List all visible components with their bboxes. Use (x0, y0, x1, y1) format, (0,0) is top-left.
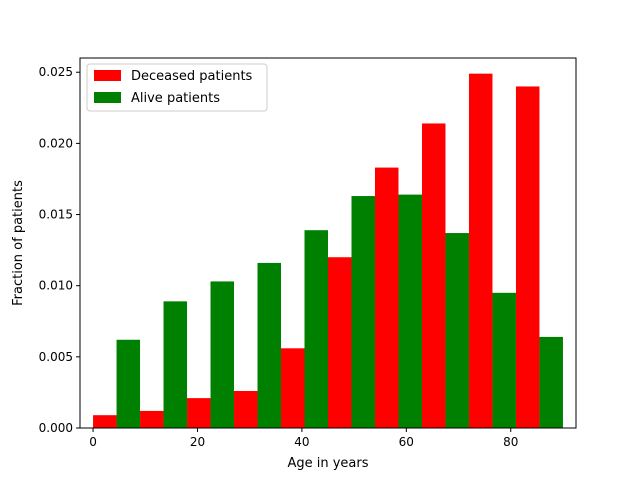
legend: Deceased patients Alive patients (86, 63, 268, 112)
bar-alive-5 (351, 196, 375, 428)
bar-alive-2 (210, 281, 235, 428)
bar-deceased-5 (328, 257, 352, 428)
bar-deceased-6 (374, 167, 399, 429)
bar-deceased-1 (140, 410, 164, 428)
bar-deceased-0 (93, 415, 117, 428)
y-tick-label: 0.000 (39, 421, 73, 435)
legend-swatch-deceased (94, 70, 121, 81)
bar-deceased-3 (234, 391, 258, 428)
ticks-layer: 0 20 40 60 80 0.000 0.005 0.010 0.015 0.020 0.025 (39, 65, 519, 449)
bar-alive-9 (539, 336, 563, 428)
bar-deceased-8 (468, 73, 493, 429)
bar-alive-1 (163, 301, 188, 428)
bar-alive-7 (445, 233, 469, 428)
legend-label-alive: Alive patients (131, 91, 220, 106)
y-tick-label: 0.020 (39, 136, 73, 150)
bar-alive-0 (116, 339, 141, 428)
y-axis-label: Fraction of patients (11, 180, 26, 306)
legend-swatch-alive (94, 92, 121, 103)
bars-layer (93, 73, 563, 429)
legend-label-deceased: Deceased patients (131, 69, 253, 84)
bar-alive-3 (257, 262, 282, 428)
x-tick-label: 60 (399, 435, 414, 449)
y-tick-label: 0.010 (39, 279, 73, 293)
legend-frame (86, 63, 268, 112)
bar-alive-4 (304, 230, 328, 428)
bar-deceased-7 (421, 123, 446, 428)
bar-alive-8 (492, 292, 516, 428)
x-tick-label: 80 (503, 435, 518, 449)
x-tick-label: 0 (89, 435, 97, 449)
y-tick-label: 0.005 (39, 350, 73, 364)
y-tick-label: 0.015 (39, 208, 73, 222)
plot-frame (79, 57, 577, 429)
bar-alive-6 (398, 194, 422, 428)
x-axis-label: Age in years (287, 456, 368, 471)
x-tick-label: 20 (190, 435, 205, 449)
x-tick-label: 40 (294, 435, 309, 449)
y-tick-label: 0.025 (39, 65, 73, 79)
bar-deceased-9 (515, 86, 540, 428)
bar-deceased-4 (281, 348, 305, 428)
bar-deceased-2 (187, 398, 211, 428)
